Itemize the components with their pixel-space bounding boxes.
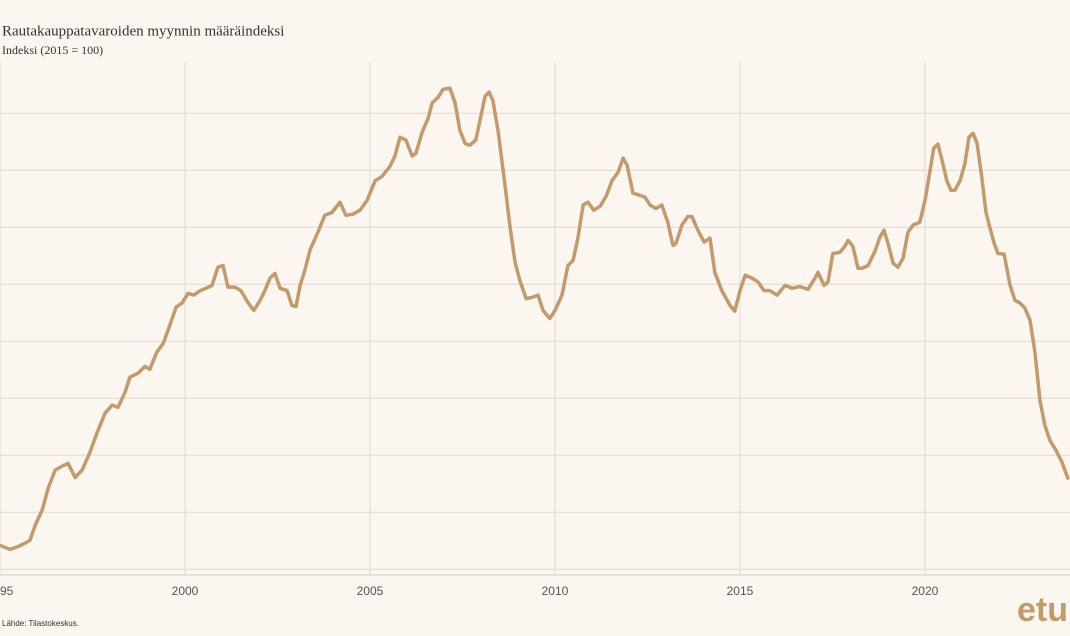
- chart-title: Rautakauppatavaroiden myynnin määräindek…: [2, 23, 284, 39]
- x-tick-label: 2020: [912, 584, 939, 598]
- line: [0, 86, 1070, 552]
- chart-subtitle: Indeksi (2015 = 100): [2, 43, 103, 57]
- x-tick-label: 2015: [727, 584, 754, 598]
- x-tick-label: 2010: [542, 584, 569, 598]
- x-tick-label: 95: [0, 584, 14, 598]
- x-tick-label: 2005: [357, 584, 384, 598]
- logo: etu: [1017, 591, 1068, 629]
- x-tick-label: 2000: [172, 584, 199, 598]
- source: Lähde: Tilastokeskus.: [2, 619, 79, 628]
